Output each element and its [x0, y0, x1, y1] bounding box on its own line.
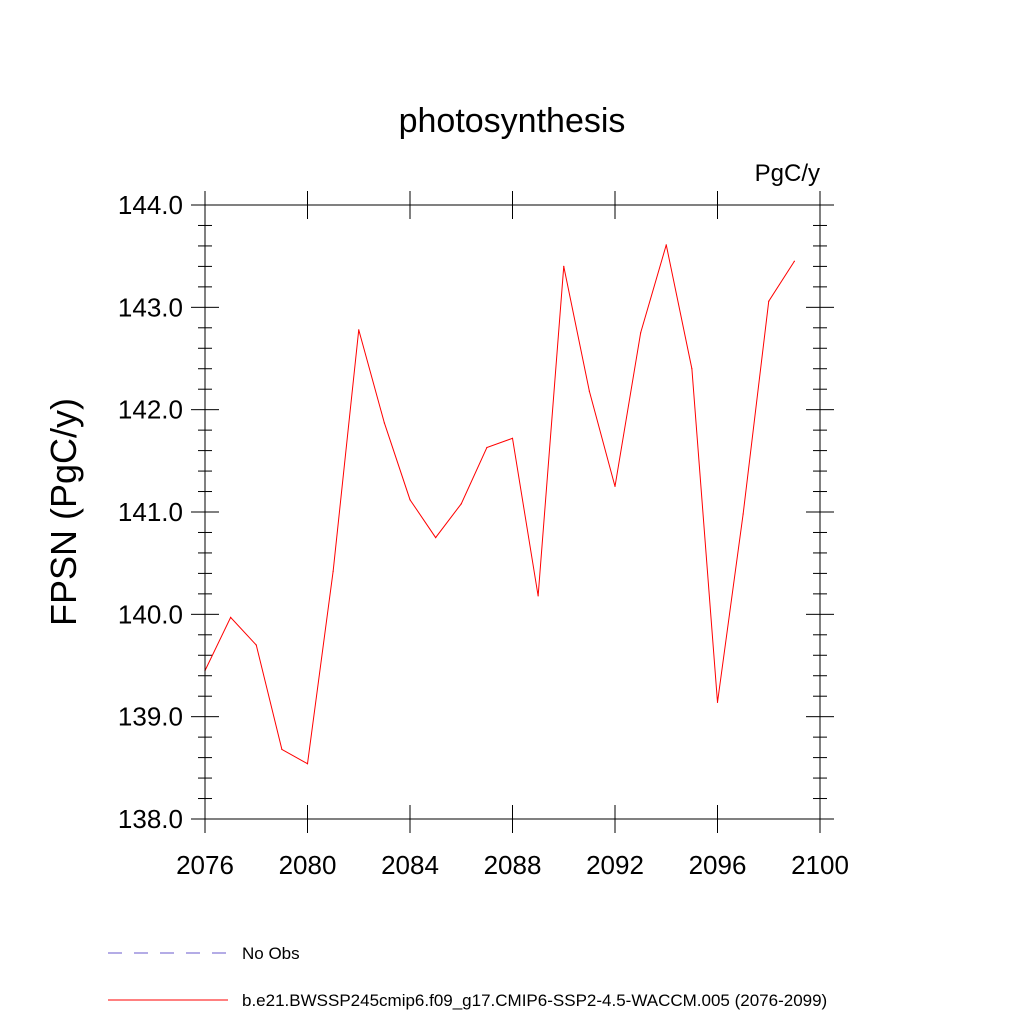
- y-tick-label: 140.0: [118, 599, 183, 629]
- data-point: [358, 329, 360, 331]
- x-tick-label: 2084: [381, 850, 439, 880]
- data-point: [332, 570, 334, 572]
- data-point: [665, 244, 667, 246]
- y-tick-label: 141.0: [118, 497, 183, 527]
- x-tick-label: 2088: [484, 850, 542, 880]
- data-point: [281, 748, 283, 751]
- data-point: [793, 260, 795, 262]
- y-tick-label: 143.0: [118, 292, 183, 322]
- data-point: [563, 265, 565, 267]
- data-point: [588, 390, 590, 392]
- x-tick-label: 2092: [586, 850, 644, 880]
- data-point: [486, 446, 488, 449]
- series-layer: [204, 244, 795, 765]
- legend-label-no-obs: No Obs: [242, 944, 300, 963]
- x-tick-labels: 2076 2080 2084 2088 2092 2096 2100: [176, 850, 849, 880]
- data-point: [742, 513, 744, 515]
- chart-title: photosynthesis: [399, 102, 626, 140]
- data-point: [511, 437, 514, 439]
- units-label: PgC/y: [755, 160, 820, 187]
- data-point: [255, 644, 257, 646]
- legend-label-model: b.e21.BWSSP245cmip6.f09_g17.CMIP6-SSP2-4…: [242, 991, 827, 1010]
- data-point: [640, 332, 642, 334]
- y-axis-label: FPSN (PgC/y): [43, 398, 84, 626]
- y-tick-labels: 138.0 139.0 140.0 141.0 142.0 143.0 144.0: [118, 190, 183, 834]
- series-line: [204, 244, 795, 765]
- data-point: [614, 485, 616, 488]
- data-point: [537, 595, 539, 597]
- data-point: [435, 536, 437, 539]
- axis-ticks: [191, 191, 834, 833]
- x-tick-label: 2076: [176, 850, 234, 880]
- data-point: [460, 503, 462, 505]
- y-tick-label: 144.0: [118, 190, 183, 220]
- data-point: [409, 499, 411, 501]
- data-point: [383, 422, 385, 424]
- data-point: [768, 300, 770, 302]
- data-point: [230, 616, 232, 619]
- x-tick-label: 2080: [279, 850, 337, 880]
- data-point: [691, 368, 693, 370]
- y-tick-label: 138.0: [118, 804, 183, 834]
- x-tick-label: 2096: [689, 850, 747, 880]
- data-point: [306, 763, 309, 765]
- y-tick-label: 142.0: [118, 395, 183, 425]
- legend: No Obs b.e21.BWSSP245cmip6.f09_g17.CMIP6…: [108, 944, 827, 1010]
- data-point: [716, 701, 719, 703]
- y-tick-label: 139.0: [118, 702, 183, 732]
- plot-frame: [204, 204, 821, 820]
- x-tick-label: 2100: [791, 850, 849, 880]
